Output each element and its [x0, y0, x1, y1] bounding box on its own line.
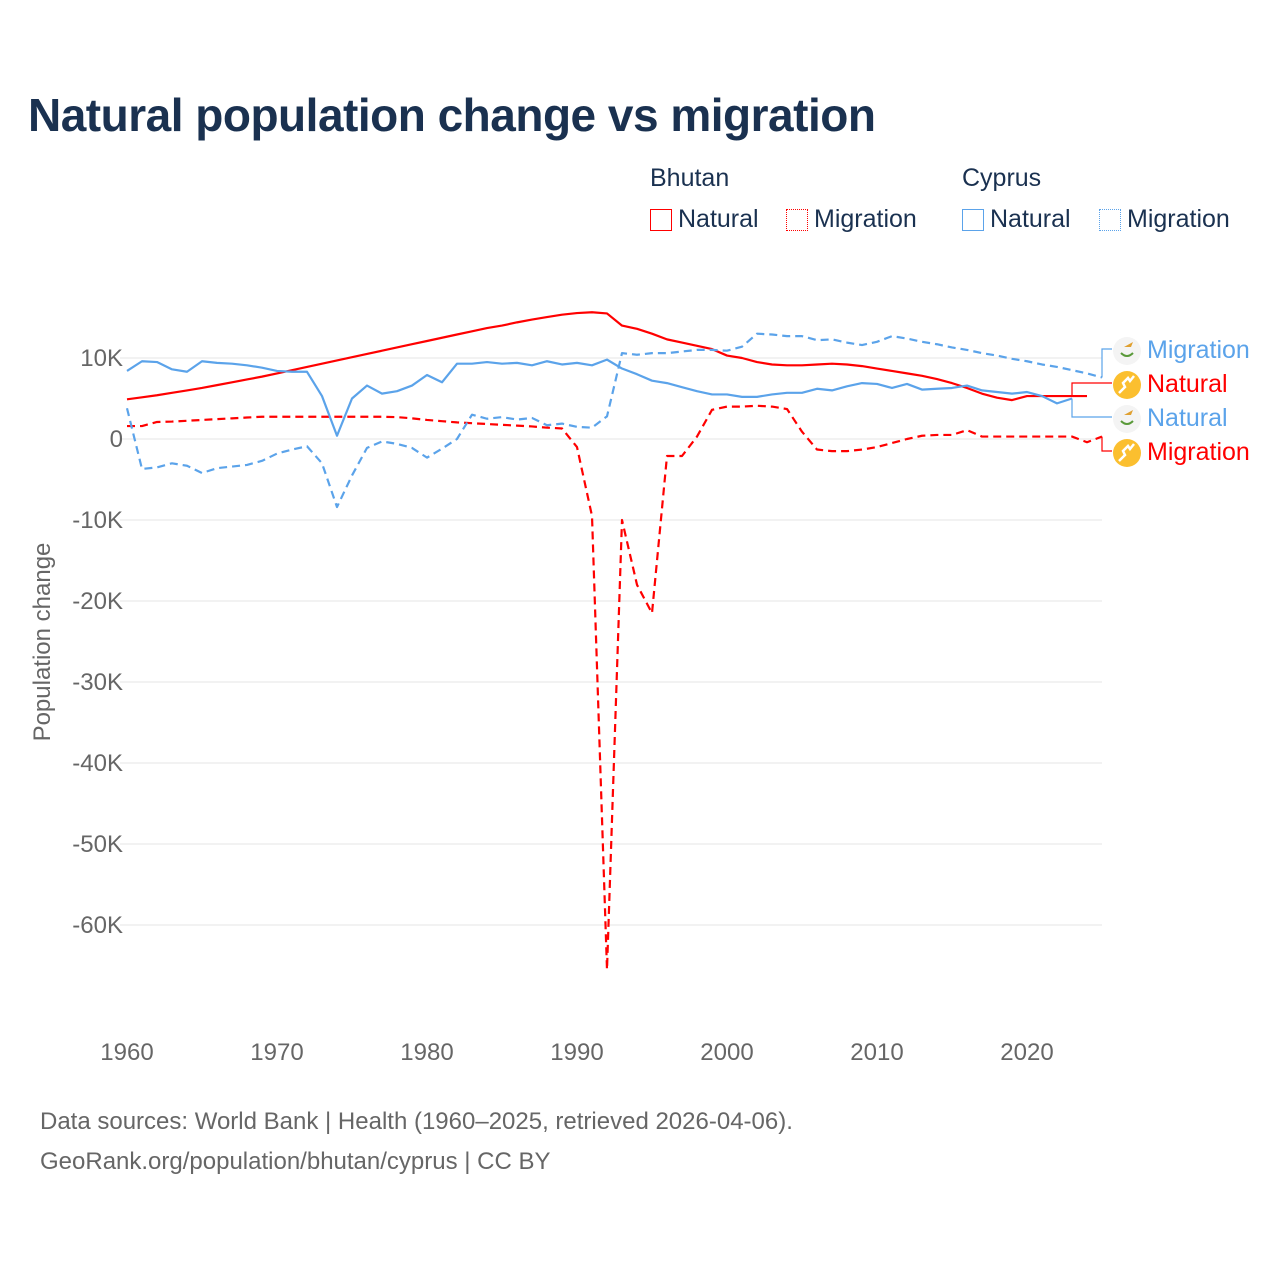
dragon-icon: [1118, 375, 1135, 394]
footer-link[interactable]: GeoRank.org/population/bhutan/cyprus | C…: [40, 1148, 551, 1175]
legend-swatch-dotted: [1099, 208, 1121, 231]
y-tick-label: 10K: [80, 345, 123, 372]
y-axis-label: Population change: [29, 543, 56, 742]
chart-title: Natural population change vs migration: [28, 89, 876, 141]
series-end-label: Natural: [1147, 404, 1228, 432]
y-tick-label: -50K: [72, 831, 123, 858]
label-connector: [1101, 348, 1112, 378]
series-line-bhutan-migration: [127, 404, 1103, 971]
y-tick-label: -60K: [72, 912, 123, 939]
series-line-cyprus-migration: [125, 332, 1103, 509]
y-tick-label: -10K: [72, 507, 123, 534]
label-connector: [1071, 398, 1112, 418]
x-tick-label: 2010: [850, 1039, 903, 1066]
y-tick-label: 0: [110, 426, 123, 453]
dragon-icon: [1118, 443, 1135, 462]
olive-branch-icon: [1120, 352, 1134, 357]
legend-cyprus-natural[interactable]: Natural: [962, 205, 1071, 234]
olive-branch-icon: [1120, 420, 1134, 425]
legend-swatch-dotted: [786, 208, 808, 231]
x-tick-label: 1980: [400, 1039, 453, 1066]
series-end-label: Natural: [1147, 370, 1228, 398]
x-tick-label: 1960: [100, 1039, 153, 1066]
y-tick-label: -30K: [72, 669, 123, 696]
footer-sources: Data sources: World Bank | Health (1960–…: [40, 1108, 793, 1135]
legend-label: Migration: [1127, 205, 1230, 233]
label-connector: [1101, 436, 1112, 452]
x-tick-label: 1990: [550, 1039, 603, 1066]
legend-bhutan-natural[interactable]: Natural: [650, 205, 759, 234]
legend-swatch-solid: [650, 208, 672, 231]
legend-label: Natural: [990, 205, 1071, 233]
cyprus-flag-icon: [1113, 337, 1141, 365]
cyprus-flag-icon: [1113, 405, 1141, 433]
island-icon: [1124, 410, 1133, 415]
bhutan-flag-icon: [1113, 439, 1141, 467]
legend-label: Natural: [678, 205, 759, 233]
series-end-label: Migration: [1147, 336, 1250, 364]
legend-bhutan-migration[interactable]: Migration: [786, 205, 917, 234]
legend-swatch-solid: [962, 208, 984, 231]
y-tick-label: -40K: [72, 750, 123, 777]
x-tick-label: 1970: [250, 1039, 303, 1066]
legend-label: Migration: [814, 205, 917, 233]
y-tick-label: -20K: [72, 588, 123, 615]
series-line-cyprus-natural: [126, 358, 1073, 437]
label-connector: [1071, 382, 1112, 397]
series-line-bhutan-natural: [126, 311, 1087, 402]
legend-group-bhutan: Bhutan: [650, 164, 730, 192]
bhutan-flag-icon: [1113, 371, 1141, 399]
legend-group-cyprus: Cyprus: [962, 164, 1042, 192]
legend-cyprus-migration[interactable]: Migration: [1099, 205, 1230, 234]
x-tick-label: 2020: [1000, 1039, 1053, 1066]
island-icon: [1124, 342, 1133, 347]
x-tick-label: 2000: [700, 1039, 753, 1066]
series-end-label: Migration: [1147, 438, 1250, 466]
